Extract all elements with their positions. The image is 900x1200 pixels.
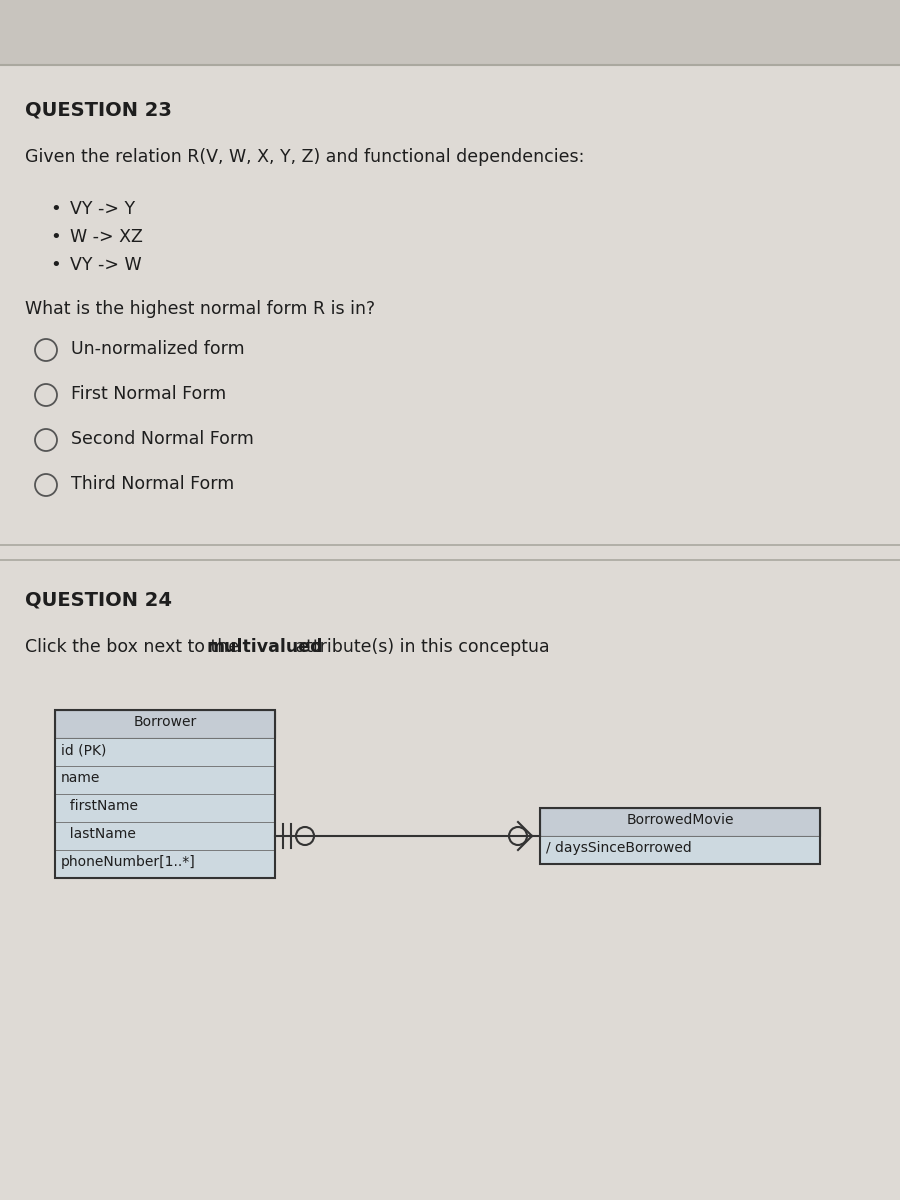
Text: QUESTION 23: QUESTION 23 [25, 100, 172, 119]
Text: Second Normal Form: Second Normal Form [71, 430, 254, 448]
Text: phoneNumber[1..*]: phoneNumber[1..*] [61, 854, 196, 869]
Bar [540, 808, 820, 836]
Text: QUESTION 24: QUESTION 24 [25, 590, 172, 608]
Text: Borrower: Borrower [133, 715, 196, 728]
Bar [55, 850, 275, 878]
Bar [55, 794, 275, 822]
Text: VY -> Y: VY -> Y [70, 200, 135, 218]
Text: VY -> W: VY -> W [70, 256, 141, 274]
Text: •: • [50, 256, 61, 274]
Text: •: • [50, 200, 61, 218]
Bar [0, 560, 900, 1200]
Text: Click the box next to the: Click the box next to the [25, 638, 245, 656]
Text: multivalued: multivalued [207, 638, 323, 656]
Bar [55, 710, 275, 878]
Bar [0, 65, 900, 605]
Text: Third Normal Form: Third Normal Form [71, 475, 234, 493]
Text: W -> XZ: W -> XZ [70, 228, 143, 246]
Text: attribute(s) in this conceptua: attribute(s) in this conceptua [290, 638, 550, 656]
Bar [0, 0, 900, 65]
Bar [55, 766, 275, 794]
Text: Given the relation R(V, W, X, Y, Z) and functional dependencies:: Given the relation R(V, W, X, Y, Z) and … [25, 148, 584, 166]
Text: name: name [61, 770, 101, 785]
Text: First Normal Form: First Normal Form [71, 385, 226, 403]
Bar [55, 738, 275, 766]
Text: lastName: lastName [61, 827, 136, 841]
Text: What is the highest normal form R is in?: What is the highest normal form R is in? [25, 300, 375, 318]
Text: firstName: firstName [61, 799, 138, 814]
Bar [55, 710, 275, 738]
Bar [55, 822, 275, 850]
Text: •: • [50, 228, 61, 246]
Text: id (PK): id (PK) [61, 743, 106, 757]
Text: / daysSinceBorrowed: / daysSinceBorrowed [546, 841, 692, 854]
Bar [540, 808, 820, 864]
Text: BorrowedMovie: BorrowedMovie [626, 814, 734, 827]
Text: Un-normalized form: Un-normalized form [71, 340, 245, 358]
Bar [540, 836, 820, 864]
